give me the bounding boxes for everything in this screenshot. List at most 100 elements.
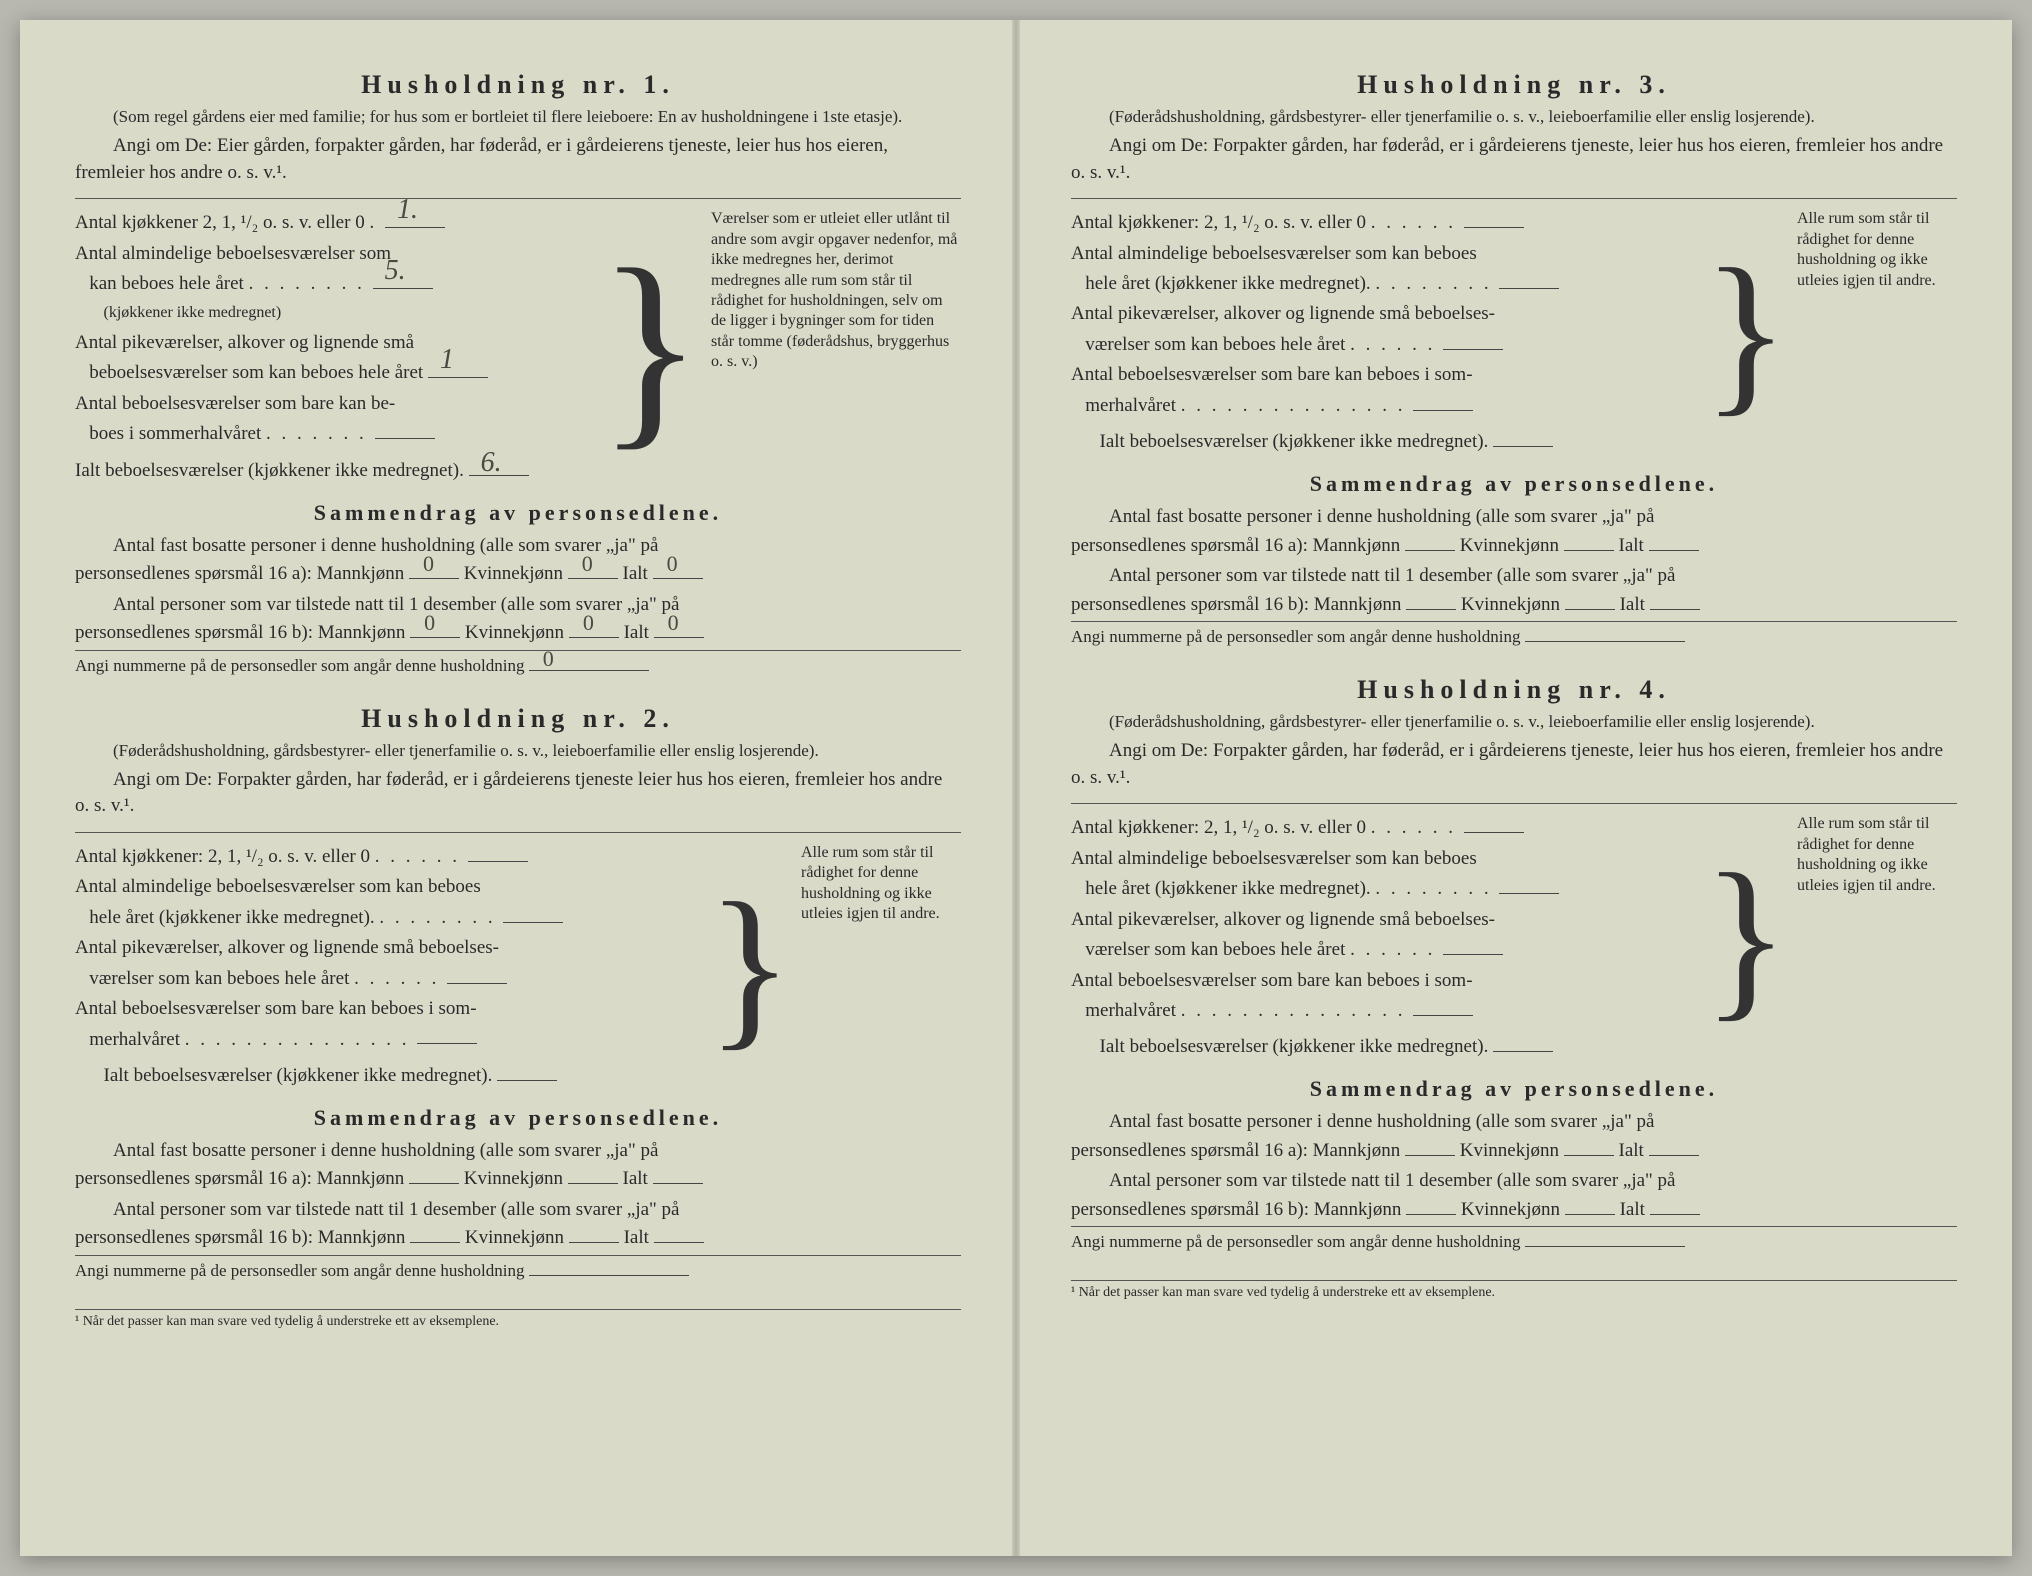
q16b-label: personsedlenes spørsmål 16 b): Mannkjønn bbox=[75, 622, 405, 643]
alm-row: Antal almindelige beboelsesværelser som … bbox=[75, 240, 589, 327]
label: hele året (kjøkkener ikke medregnet). bbox=[1085, 878, 1370, 899]
side-note-2: Alle rum som står til rådighet for denne… bbox=[801, 841, 961, 1091]
dots: . . . . . . . . . . . . . . . bbox=[185, 1028, 418, 1049]
label: Antal kjøkkener: 2, 1, ¹/₂ o. s. v. elle… bbox=[1071, 212, 1366, 233]
tilstede-text: Antal personer som var tilstede natt til… bbox=[113, 594, 679, 615]
ialt-value: 6. bbox=[481, 447, 502, 479]
sporsmal-16a-1: personsedlenes spørsmål 16 a): Mannkjønn… bbox=[75, 560, 961, 589]
ialt-row-2: Ialt beboelsesværelser (kjøkkener ikke m… bbox=[75, 1060, 699, 1087]
blank bbox=[1406, 592, 1456, 610]
sporsmal-16a-3: personsedlenes spørsmål 16 a): Mannkjønn… bbox=[1071, 532, 1957, 561]
blank bbox=[569, 1225, 619, 1243]
blank bbox=[1649, 533, 1699, 551]
dots: . . . . . . . . bbox=[1375, 273, 1499, 294]
label: Ialt beboelsesværelser (kjøkkener ikke m… bbox=[1100, 431, 1489, 452]
divider bbox=[1071, 198, 1957, 199]
household-4-fields: Antal kjøkkener: 2, 1, ¹/₂ o. s. v. elle… bbox=[1071, 812, 1957, 1062]
pike-value: 1 bbox=[440, 339, 454, 381]
blank bbox=[468, 841, 528, 862]
angi-2: Angi nummerne på de personsedler som ang… bbox=[75, 1255, 961, 1281]
label: Antal beboelsesværelser som bare kan beb… bbox=[75, 998, 477, 1019]
sammendrag-2-title: Sammendrag av personsedlene. bbox=[75, 1105, 961, 1131]
alm-value: 5. bbox=[385, 250, 406, 292]
dots: . . . . . . . . bbox=[1375, 878, 1499, 899]
tilstede-1: Antal personer som var tilstede natt til… bbox=[75, 591, 961, 620]
alm-sub: (kjøkkener ikke medregnet) bbox=[104, 304, 282, 321]
blank bbox=[1493, 426, 1553, 447]
label: Kvinnekjønn bbox=[1460, 535, 1559, 556]
sommer-label-1: Antal beboelsesværelser som bare kan be- bbox=[75, 393, 395, 414]
label: Angi nummerne på de personsedler som ang… bbox=[1071, 1232, 1520, 1251]
household-1-fields: Antal kjøkkener 2, 1, ¹/₂ o. s. v. eller… bbox=[75, 207, 961, 485]
blank bbox=[1565, 592, 1615, 610]
label: Ialt beboelsesværelser (kjøkkener ikke m… bbox=[104, 1065, 493, 1086]
blank bbox=[1464, 812, 1524, 833]
kvinne-label: Kvinnekjønn bbox=[464, 563, 563, 584]
label: Ialt bbox=[623, 1168, 648, 1189]
sommer-row-2: Antal beboelsesværelser som bare kan beb… bbox=[75, 995, 699, 1054]
household-3-intro: Angi om De: Forpakter gården, har føderå… bbox=[1071, 133, 1957, 186]
dots: . . . . . . . . . . . . . . . bbox=[1181, 395, 1414, 416]
pike-label-1: Antal pikeværelser, alkover og lignende … bbox=[75, 332, 414, 353]
sommer-blank bbox=[375, 418, 435, 439]
label: Antal kjøkkener: 2, 1, ¹/₂ o. s. v. elle… bbox=[75, 846, 370, 867]
kjokkener-value: 1. bbox=[397, 189, 418, 231]
household-4-intro: Angi om De: Forpakter gården, har føderå… bbox=[1071, 738, 1957, 791]
label: Angi nummerne på de personsedler som ang… bbox=[75, 1261, 524, 1280]
household-3-title: Husholdning nr. 3. bbox=[1071, 70, 1957, 100]
label: Antal beboelsesværelser som bare kan beb… bbox=[1071, 970, 1473, 991]
blank bbox=[409, 1166, 459, 1184]
household-3-subnote: (Føderådshusholdning, gårdsbestyrer- ell… bbox=[1071, 106, 1957, 129]
household-2-fields: Antal kjøkkener: 2, 1, ¹/₂ o. s. v. elle… bbox=[75, 841, 961, 1091]
label: Antal almindelige beboelsesværelser som … bbox=[1071, 243, 1477, 264]
q16a-label: personsedlenes spørsmål 16 a): Mannkjønn bbox=[75, 563, 404, 584]
dots: . . . . . . bbox=[1371, 817, 1464, 838]
household-3: Husholdning nr. 3. (Føderådshusholdning,… bbox=[1071, 70, 1957, 647]
label: personsedlenes spørsmål 16 b): Mannkjønn bbox=[1071, 594, 1401, 615]
blank bbox=[653, 1166, 703, 1184]
label: Antal almindelige beboelsesværelser som … bbox=[1071, 848, 1477, 869]
label: Antal almindelige beboelsesværelser som … bbox=[75, 876, 481, 897]
blank bbox=[568, 1166, 618, 1184]
blank bbox=[1564, 533, 1614, 551]
label: Antal beboelsesværelser som bare kan beb… bbox=[1071, 364, 1473, 385]
blank bbox=[1525, 626, 1685, 642]
pike-row-4: Antal pikeværelser, alkover og lignende … bbox=[1071, 906, 1695, 965]
sammendrag-4-title: Sammendrag av personsedlene. bbox=[1071, 1076, 1957, 1102]
label: Ialt bbox=[1619, 1140, 1644, 1161]
sporsmal-16a-2: personsedlenes spørsmål 16 a): Mannkjønn… bbox=[75, 1165, 961, 1194]
blank bbox=[1405, 533, 1455, 551]
blank bbox=[497, 1060, 557, 1081]
sommer-row-3: Antal beboelsesværelser som bare kan beb… bbox=[1071, 361, 1695, 420]
label: værelser som kan beboes hele året bbox=[1085, 939, 1345, 960]
ialt-label-a: Ialt bbox=[623, 563, 648, 584]
dots: . . . . . . bbox=[1350, 939, 1443, 960]
sporsmal-16a-4: personsedlenes spørsmål 16 a): Mannkjønn… bbox=[1071, 1137, 1957, 1166]
blank bbox=[1650, 1197, 1700, 1215]
sommer-label-2: boes i sommerhalvåret bbox=[89, 423, 261, 444]
label: Antal pikeværelser, alkover og lignende … bbox=[75, 937, 499, 958]
household-4-subnote: (Føderådshusholdning, gårdsbestyrer- ell… bbox=[1071, 711, 1957, 734]
footnote-left: ¹ Når det passer kan man svare ved tydel… bbox=[75, 1309, 961, 1330]
blank bbox=[1493, 1031, 1553, 1052]
blank bbox=[1413, 390, 1473, 411]
label: Antal pikeværelser, alkover og lignende … bbox=[1071, 909, 1495, 930]
label: værelser som kan beboes hele året bbox=[89, 968, 349, 989]
mann-a-blank: 0 bbox=[409, 561, 459, 579]
household-4: Husholdning nr. 4. (Føderådshusholdning,… bbox=[1071, 675, 1957, 1252]
ialt-row-4: Ialt beboelsesværelser (kjøkkener ikke m… bbox=[1071, 1031, 1695, 1058]
blank bbox=[1443, 934, 1503, 955]
tilstede-4: Antal personer som var tilstede natt til… bbox=[1071, 1167, 1957, 1196]
blank bbox=[503, 902, 563, 923]
ialt-b-blank: 0 bbox=[654, 620, 704, 638]
blank bbox=[1413, 995, 1473, 1016]
label: merhalvåret bbox=[1085, 1000, 1176, 1021]
ialt-a-blank: 0 bbox=[653, 561, 703, 579]
pike-row-3: Antal pikeværelser, alkover og lignende … bbox=[1071, 300, 1695, 359]
household-2: Husholdning nr. 2. (Føderådshusholdning,… bbox=[75, 704, 961, 1281]
label: merhalvåret bbox=[89, 1028, 180, 1049]
blank bbox=[1443, 329, 1503, 350]
fast-bosatte-2: Antal fast bosatte personer i denne hush… bbox=[75, 1137, 961, 1166]
alm-row-4: Antal almindelige beboelsesværelser som … bbox=[1071, 845, 1695, 904]
label: Kvinnekjønn bbox=[1461, 1199, 1560, 1220]
